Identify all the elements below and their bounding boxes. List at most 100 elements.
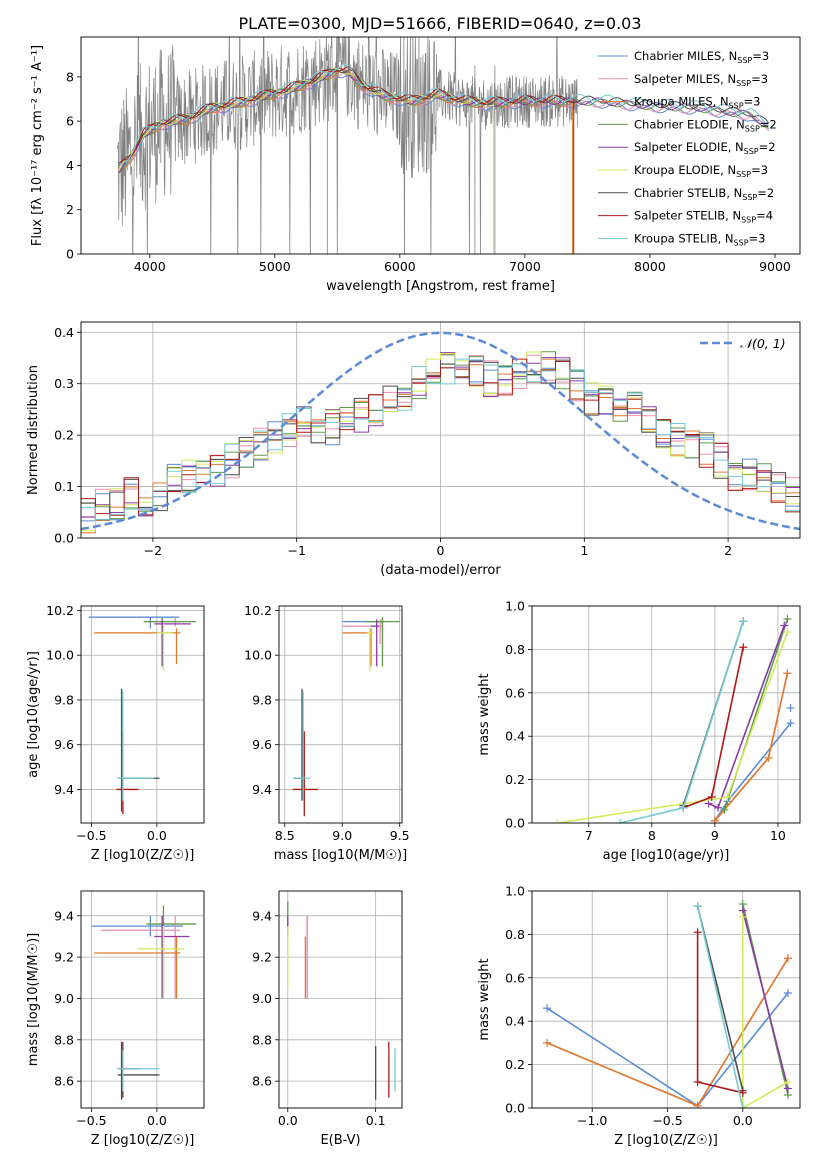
x-tick-label: 8000 [634,259,666,274]
model-spectrum-chabrier-stelib [118,68,770,167]
legend-label: Kroupa MILES, NSSP=3 [634,95,760,111]
spectrum-panel: 4000 5000 6000 7000 8000 9000 0 2 4 6 8 wavelength … [30,36,801,294]
x-axis-label: E(B-V) [320,1133,360,1148]
axes-frame [278,605,403,824]
x-tick-label: −0.5 [76,828,106,843]
y-tick-label: 8.6 [252,1074,272,1089]
weight-line-kroupa-elodie [557,631,789,823]
y-tick-label: 0.4 [505,1014,525,1029]
plot-area [287,901,396,1100]
x-tick-label: 9.5 [390,828,410,843]
plot-area [292,617,400,817]
y-axis-label: age [log10(age/yr)] [26,651,41,778]
y-tick-label: 0 [66,247,74,262]
legend: Chabrier MILES, NSSP=3 Salpeter MILES, NS… [598,49,777,247]
x-tick-label: 4000 [134,259,166,274]
weight-line-salpeter-stelib [683,647,744,809]
plot-area [81,331,800,534]
legend-label: Kroupa STELIB, NSSP=3 [634,231,765,247]
legend-label-rest: =3 [749,231,766,245]
plot-area [543,900,792,1108]
y-axis-label: Normed distribution [26,365,41,495]
model-spectrum-kroupa-stelib [118,64,769,165]
weight-line-kroupa-stelib [620,620,744,823]
x-tick-label: −1.0 [577,1113,607,1128]
y-tick-label: 9.0 [252,991,272,1006]
y-tick-label: 1.0 [505,884,525,899]
y-tick-label: 0.8 [505,642,525,657]
legend-label: Salpeter STELIB, NSSP=4 [634,209,773,225]
x-tick-label: 0.0 [733,1113,753,1128]
y-tick-label: 0.6 [505,685,525,700]
y-tick-label: 9.6 [252,737,272,752]
y-tick-label: 9.2 [252,950,272,965]
legend-label: Salpeter MILES, NSSP=3 [634,72,768,88]
y-tick-label: 4 [66,158,74,173]
axes-frame [531,890,801,1109]
figure-title: PLATE=0300, MJD=51666, FIBERID=0640, z=0… [238,14,641,33]
y-tick-label: 0.2 [505,772,525,787]
plot-area [88,616,197,815]
legend-subscript: SSP [742,193,757,202]
y-tick-label: 0.1 [54,479,74,494]
normal-distribution-curve [81,331,800,531]
legend-label: Chabrier MILES, NSSP=3 [634,49,769,65]
x-axis-label: age [log10(age/yr)] [603,848,730,863]
legend-label-rest: =3 [752,49,769,63]
legend-subscript: SSP [741,216,756,225]
legend-label: Kroupa ELODIE, NSSP=3 [634,163,768,179]
y-tick-label: 9.4 [54,782,74,797]
x-tick-label: −2 [144,543,162,558]
axes-frame [278,890,403,1109]
y-tick-label: 0.4 [505,729,525,744]
legend-label-rest: =3 [751,163,768,177]
axes-frame [531,605,801,824]
legend-label-rest: =3 [744,95,761,109]
age-vs-metallicity-panel: −0.5 0.0 9.4 9.6 9.8 10.0 10.2 Z [log10(Z/Z☉)] a… [26,603,205,863]
age-vs-mass-panel: 8.5 9.0 9.5 9.4 9.6 9.8 10.0 10.2 mass [log10(M/… [244,603,409,863]
x-tick-label: 9000 [759,259,791,274]
axes-frame [80,36,801,255]
axes-frame [80,321,801,539]
weight-line-kroupa-elodie [742,917,789,1108]
y-tick-label: 8.8 [252,1032,272,1047]
plot-area [91,905,197,1100]
y-tick-label: 9.8 [252,692,272,707]
x-axis-label: wavelength [Angstrom, rest frame] [326,279,555,294]
x-tick-label: −0.5 [76,1113,106,1128]
weight-line-kroupa-stelib [696,906,744,1108]
axes-frame [80,890,205,1109]
y-tick-label: 8.6 [54,1074,74,1089]
x-axis-label: (data-model)/error [380,563,501,578]
y-tick-label: 0.0 [505,816,525,831]
weight-line-salpeter-elodie [742,910,789,1089]
x-tick-label: −1 [287,543,305,558]
x-tick-label: 0 [437,543,445,558]
legend-subscript: SSP [729,102,744,111]
legend-subscript: SSP [736,79,751,88]
x-tick-label: 7 [585,828,593,843]
legend-label-rest: =2 [759,140,776,154]
x-axis-label: Z [log10(Z/Z☉)] [614,1133,718,1148]
y-tick-label: 0.3 [54,376,74,391]
x-tick-label: 2 [724,543,732,558]
legend-label: 𝒩(0, 1) [740,336,786,351]
legend-label-rest: =3 [751,72,768,86]
y-tick-label: 8.8 [54,1032,74,1047]
y-tick-label: 9.4 [252,782,272,797]
x-axis-label: mass [log10(M/M☉)] [274,848,407,863]
histogram-kroupa-elodie [81,351,800,532]
y-tick-label: 9.2 [54,950,74,965]
y-tick-label: 0.8 [505,927,525,942]
y-tick-label: 10.2 [244,603,272,618]
y-tick-label: 0.6 [505,970,525,985]
legend-subscript: SSP [745,124,760,133]
model-spectrum-salpeter-elodie [118,66,769,174]
legend-label-rest: =2 [760,117,777,131]
weight-line-salpeter-elodie [708,625,785,809]
weight-vs-age-panel: 7 8 9 10 0.0 0.2 0.4 0.6 0.8 1.0 age [log10(age/yr… [477,599,801,863]
x-axis-label: Z [log10(Z/Z☉)] [91,1133,195,1148]
y-tick-label: 10.0 [244,648,272,663]
y-axis-label: mass weight [477,958,492,1040]
